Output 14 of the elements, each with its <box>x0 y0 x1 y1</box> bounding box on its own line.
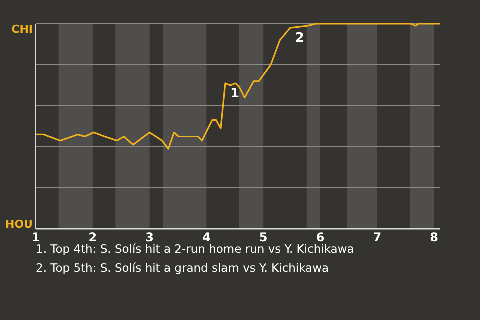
x-tick-label: 2 <box>88 230 98 245</box>
text: HOU <box>6 218 33 231</box>
annotation: 2 <box>295 31 304 46</box>
annotation: 1 <box>230 86 240 102</box>
x-tick-label: 4 <box>202 230 211 245</box>
x-tick-label: 8 <box>430 230 438 245</box>
x-tick-label: 7 <box>373 230 382 245</box>
text: 2. Top 5th: S. Solís hit a grand slam vs Y. Kichikawa <box>36 261 330 275</box>
x-tick-label: 6 <box>316 230 325 245</box>
text: 1. Top 4th: S. Solís hit a 2-run home run vs Y. Kichikawa <box>36 242 354 256</box>
x-tick-label: 3 <box>146 230 154 245</box>
x-tick-label: 1 <box>32 230 40 245</box>
x-tick-label: 5 <box>259 230 268 245</box>
text: CHI <box>12 22 33 36</box>
